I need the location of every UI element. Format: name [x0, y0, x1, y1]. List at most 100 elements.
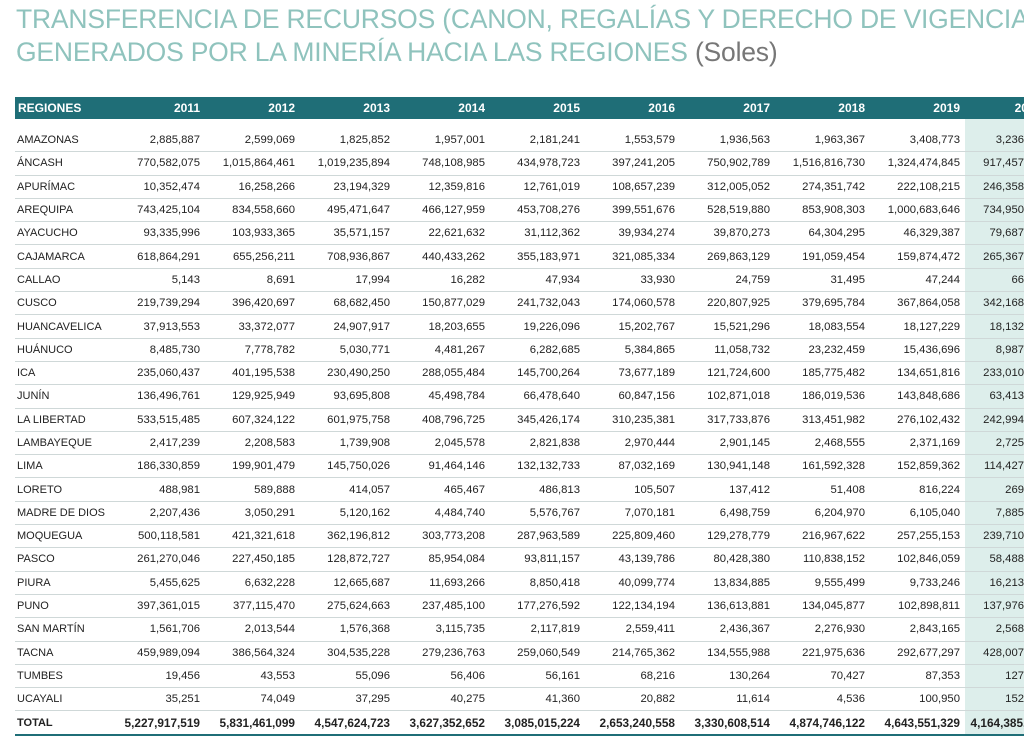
header-year: 2014 — [395, 97, 490, 119]
table-cell: 607,324,122 — [205, 408, 300, 432]
table-row: APURÍMAC 10,352,474 16,258,266 23,194,329 12… — [15, 175, 1024, 199]
table-cell: 292,677,297 — [870, 641, 965, 665]
table-cell: 214,765,362 — [585, 641, 680, 665]
table-cell: 134,555,988 — [680, 641, 775, 665]
table-cell: 345,426,174 — [490, 408, 585, 432]
table-row: TUMBES 19,456 43,553 55,096 56,406 56,161 68,2… — [15, 664, 1024, 689]
region-name: AREQUIPA — [15, 198, 110, 223]
table-cell: 1,015,864,461 — [205, 151, 300, 176]
table-cell: 1,561,706 — [110, 617, 205, 642]
table-cell: 58,488,126 — [965, 547, 1024, 572]
spacer-cell — [395, 119, 490, 129]
table-row: HUANCAVELICA 37,913,553 33,372,077 24,907,9… — [15, 314, 1024, 339]
table-cell: 2,276,930 — [775, 617, 870, 642]
table-cell: 9,555,499 — [775, 571, 870, 595]
table-cell: 122,134,194 — [585, 594, 680, 619]
table-row: PIURA 5,455,625 6,632,228 12,665,687 11,693,… — [15, 571, 1024, 595]
total-value: 3,627,352,652 — [395, 710, 490, 736]
table-row: UCAYALI 35,251 74,049 37,295 40,275 41,360 20,… — [15, 687, 1024, 712]
table-cell: 39,870,273 — [680, 221, 775, 246]
table-cell: 159,874,472 — [870, 244, 965, 269]
table-cell: 1,825,852 — [300, 129, 395, 153]
table-cell: 276,102,432 — [870, 408, 965, 432]
table-cell: 287,963,589 — [490, 524, 585, 549]
table-cell: 43,139,786 — [585, 547, 680, 572]
table-row: PASCO 261,270,046 227,450,185 128,872,727 85… — [15, 547, 1024, 572]
table-cell: 708,936,867 — [300, 244, 395, 269]
total-value: 4,874,746,122 — [775, 710, 870, 736]
table-cell: 145,750,026 — [300, 454, 395, 479]
header-year: 2018 — [775, 97, 870, 119]
table-cell: 269,872 — [965, 477, 1024, 502]
table-cell: 2,821,838 — [490, 431, 585, 456]
table-cell: 434,978,723 — [490, 151, 585, 176]
table-cell: 453,708,276 — [490, 198, 585, 223]
table-cell: 5,455,625 — [110, 571, 205, 595]
table-cell: 5,384,865 — [585, 338, 680, 362]
table-cell: 73,677,189 — [585, 361, 680, 386]
table-cell: 87,353 — [870, 664, 965, 689]
table-cell: 9,733,246 — [870, 571, 965, 595]
table-cell: 7,778,782 — [205, 338, 300, 362]
table-cell: 174,060,578 — [585, 291, 680, 316]
header-year: 2013 — [300, 97, 395, 119]
table-row: PUNO 397,361,015 377,115,470 275,624,663 237… — [15, 594, 1024, 619]
table-cell: 500,118,581 — [110, 524, 205, 549]
table-cell: 129,278,779 — [680, 524, 775, 549]
table-cell: 4,484,740 — [395, 501, 490, 526]
table-row: ÁNCASH 770,582,075 1,015,864,461 1,019,235,… — [15, 151, 1024, 176]
total-row: TOTAL 5,227,917,519 5,831,461,099 4,547,624… — [15, 710, 1024, 736]
table-cell: 8,485,730 — [110, 338, 205, 362]
table-cell: 19,226,096 — [490, 314, 585, 339]
spacer-cell — [870, 119, 965, 129]
total-value: 4,547,624,723 — [300, 710, 395, 736]
table-cell: 459,989,094 — [110, 641, 205, 665]
table-cell: 15,436,696 — [870, 338, 965, 362]
table-cell: 8,691 — [205, 268, 300, 293]
region-name: MADRE DE DIOS — [15, 501, 110, 526]
table-cell: 397,361,015 — [110, 594, 205, 619]
table-cell: 1,576,368 — [300, 617, 395, 642]
table-cell: 51,408 — [775, 477, 870, 502]
table-cell: 33,930 — [585, 268, 680, 293]
table-cell: 6,105,040 — [870, 501, 965, 526]
table-cell: 33,372,077 — [205, 314, 300, 339]
table-cell: 355,183,971 — [490, 244, 585, 269]
table-cell: 18,203,655 — [395, 314, 490, 339]
table-cell: 152,382 — [965, 687, 1024, 712]
table-cell: 486,813 — [490, 477, 585, 502]
table-cell: 488,981 — [110, 477, 205, 502]
table-row: TACNA 459,989,094 386,564,324 304,535,228 27… — [15, 641, 1024, 665]
region-name: PASCO — [15, 547, 110, 572]
mining-transfers-table: REGIONES 2011 2012 2013 2014 2015 2016 2017 2018… — [15, 97, 1024, 736]
table-cell: 257,255,153 — [870, 524, 965, 549]
table-cell: 317,733,876 — [680, 408, 775, 432]
table-cell: 110,838,152 — [775, 547, 870, 572]
table-cell: 152,859,362 — [870, 454, 965, 479]
table-cell: 399,551,676 — [585, 198, 680, 223]
table-cell: 219,739,294 — [110, 291, 205, 316]
table-cell: 177,276,592 — [490, 594, 585, 619]
table-cell: 134,651,816 — [870, 361, 965, 386]
header-row: REGIONES 2011 2012 2013 2014 2015 2016 2017 2018… — [15, 97, 1024, 119]
table-cell: 5,576,767 — [490, 501, 585, 526]
table-cell: 221,975,636 — [775, 641, 870, 665]
table-cell: 304,535,228 — [300, 641, 395, 665]
table-cell: 55,096 — [300, 664, 395, 689]
table-cell: 2,725,410 — [965, 431, 1024, 456]
table-cell: 225,809,460 — [585, 524, 680, 549]
table-row: AREQUIPA 743,425,104 834,558,660 495,471,64… — [15, 198, 1024, 223]
table-cell: 74,049 — [205, 687, 300, 712]
table-cell: 128,872,727 — [300, 547, 395, 572]
header-year: 2020* — [965, 97, 1024, 119]
table-cell: 2,117,819 — [490, 617, 585, 642]
table-cell: 6,632,228 — [205, 571, 300, 595]
table-cell: 4,481,267 — [395, 338, 490, 362]
region-name: PUNO — [15, 594, 110, 619]
table-row: JUNÍN 136,496,761 129,925,949 93,695,808 45,… — [15, 384, 1024, 409]
table-cell: 279,236,763 — [395, 641, 490, 665]
table-cell: 31,495 — [775, 268, 870, 293]
region-name: LORETO — [15, 477, 110, 502]
table-cell: 16,213,960 — [965, 571, 1024, 595]
total-label: TOTAL — [15, 710, 110, 736]
